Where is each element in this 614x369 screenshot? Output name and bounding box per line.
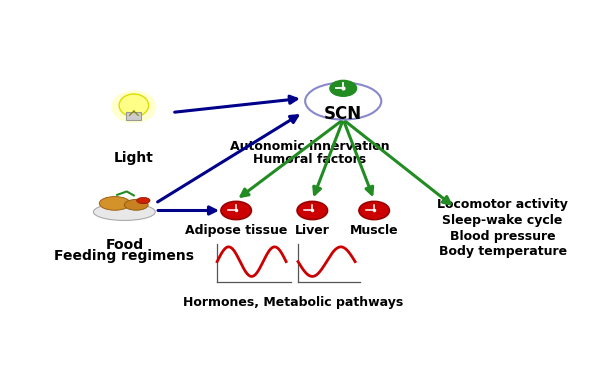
Circle shape	[330, 80, 357, 96]
Ellipse shape	[93, 203, 155, 220]
Text: Humoral factors: Humoral factors	[254, 153, 367, 166]
Text: Hormones, Metabolic pathways: Hormones, Metabolic pathways	[183, 296, 403, 309]
Text: Muscle: Muscle	[350, 224, 398, 237]
Ellipse shape	[305, 83, 381, 120]
Text: Adipose tissue: Adipose tissue	[185, 224, 287, 237]
Ellipse shape	[137, 197, 150, 204]
Text: Feeding regimens: Feeding regimens	[54, 249, 195, 263]
Text: Food: Food	[105, 238, 144, 252]
Text: Locomotor activity: Locomotor activity	[437, 198, 568, 211]
Text: SCN: SCN	[324, 105, 362, 123]
FancyBboxPatch shape	[126, 112, 141, 120]
Ellipse shape	[119, 94, 149, 117]
Text: Body temperature: Body temperature	[438, 245, 567, 258]
Text: Light: Light	[114, 151, 154, 165]
Ellipse shape	[99, 197, 130, 210]
Text: Blood pressure: Blood pressure	[450, 230, 556, 242]
Text: Autonomic innervation: Autonomic innervation	[230, 140, 390, 153]
Text: Sleep-wake cycle: Sleep-wake cycle	[443, 214, 563, 227]
Circle shape	[359, 201, 389, 220]
Circle shape	[297, 201, 327, 220]
Circle shape	[221, 201, 251, 220]
Text: Liver: Liver	[295, 224, 330, 237]
Ellipse shape	[111, 90, 157, 123]
Ellipse shape	[124, 199, 148, 210]
